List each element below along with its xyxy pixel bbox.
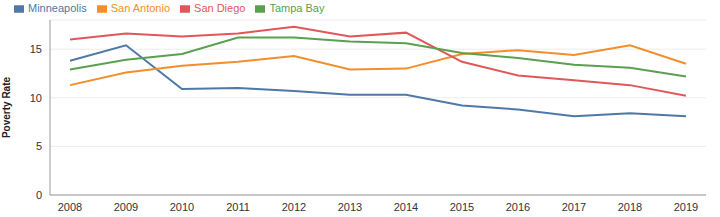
svg-text:2008: 2008 [58, 201, 82, 213]
svg-text:10: 10 [30, 92, 42, 104]
svg-text:2011: 2011 [226, 201, 250, 213]
svg-text:0: 0 [36, 189, 42, 201]
svg-text:2016: 2016 [506, 201, 530, 213]
svg-text:2012: 2012 [282, 201, 306, 213]
svg-text:2013: 2013 [338, 201, 362, 213]
svg-text:2009: 2009 [114, 201, 138, 213]
html-text:San Antonio: San Antonio [110, 2, 170, 14]
svg-text:5: 5 [36, 140, 42, 152]
html-text:San Diego: San Diego [194, 2, 246, 14]
svg-text:15: 15 [30, 43, 42, 55]
html-text:Tampa Bay: Tampa Bay [269, 2, 325, 14]
svg-text:2014: 2014 [394, 201, 418, 213]
svg-text:2018: 2018 [618, 201, 642, 213]
svg-text:2017: 2017 [562, 201, 586, 213]
svg-text:Poverty Rate: Poverty Rate [8, 76, 12, 138]
svg-text:2010: 2010 [170, 201, 194, 213]
html-text:Minneapolis: Minneapolis [28, 2, 87, 14]
svg-text:2019: 2019 [674, 201, 698, 213]
svg-text:2015: 2015 [450, 201, 474, 213]
